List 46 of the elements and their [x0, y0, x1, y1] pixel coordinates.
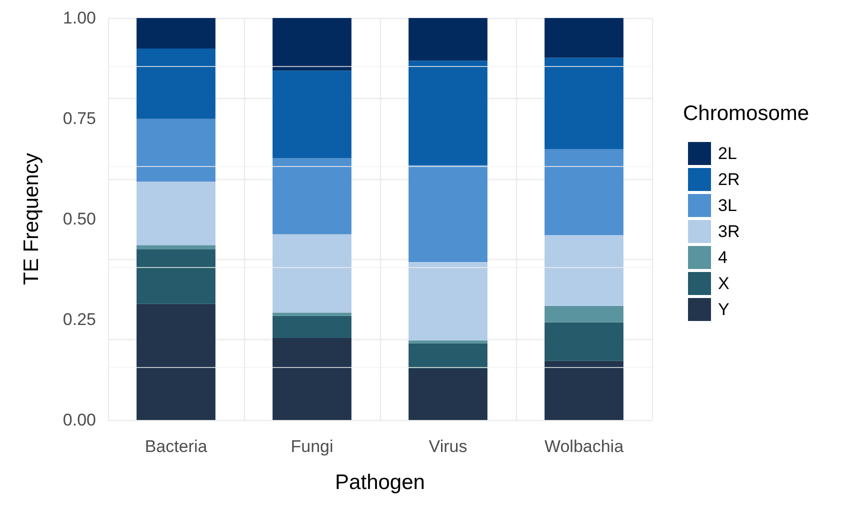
bar: [408, 343, 488, 369]
y-tick-label: 1.00: [62, 8, 96, 28]
x-axis-title: Pathogen: [335, 471, 425, 494]
y-tick-label: 0.75: [62, 109, 96, 128]
y-axis-title: TE Frequency: [20, 152, 43, 285]
x-tick-label: Wolbachia: [544, 437, 624, 456]
bar: [544, 360, 624, 420]
bar: [136, 249, 216, 304]
bar: [544, 149, 624, 236]
bar: [272, 18, 352, 71]
legend-label: 3R: [718, 222, 740, 241]
bar: [544, 18, 624, 58]
legend-label: 2R: [718, 170, 740, 189]
legend-title: Chromosome: [683, 102, 810, 125]
bar: [272, 316, 352, 338]
bar: [136, 304, 216, 420]
bar: [544, 322, 624, 361]
bar: [544, 58, 624, 150]
bar: [136, 182, 216, 246]
bar: [544, 306, 624, 322]
bar: [408, 368, 488, 420]
bar: [136, 245, 216, 250]
x-tick-label: Fungi: [290, 437, 334, 456]
legend-label: 2L: [718, 144, 737, 163]
y-tick-label: 0.00: [62, 410, 96, 430]
bar: [544, 235, 624, 306]
bar: [408, 165, 488, 262]
bar: [272, 312, 352, 316]
bar: [408, 18, 488, 61]
bar: [408, 262, 488, 340]
bar: [272, 70, 352, 158]
bar: [136, 118, 216, 182]
legend-label: 3L: [718, 196, 737, 215]
bar: [272, 234, 352, 313]
bar: [136, 48, 216, 119]
bar: [272, 338, 352, 420]
y-tick-label: 0.25: [62, 310, 96, 329]
bar: [136, 18, 216, 49]
legend-label: X: [718, 274, 730, 293]
bar: [272, 158, 352, 234]
bar: [408, 60, 488, 166]
x-tick-label: Bacteria: [144, 437, 208, 456]
legend-label: Y: [718, 300, 730, 319]
legend-label: 4: [718, 248, 728, 267]
x-tick-label: Virus: [428, 437, 468, 456]
y-tick-label: 0.50: [62, 210, 96, 228]
